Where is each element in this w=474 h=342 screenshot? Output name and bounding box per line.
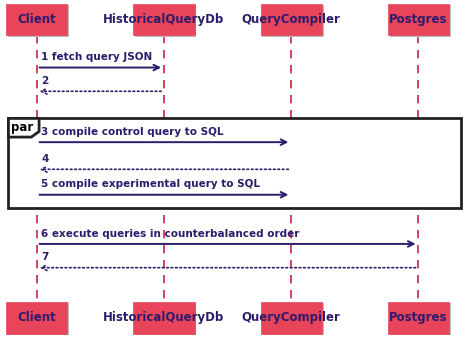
Text: 3 compile control query to SQL: 3 compile control query to SQL bbox=[41, 127, 224, 137]
FancyBboxPatch shape bbox=[8, 5, 69, 37]
Text: 4: 4 bbox=[41, 154, 49, 164]
Text: Client: Client bbox=[18, 13, 56, 26]
FancyBboxPatch shape bbox=[6, 3, 67, 35]
Text: Postgres: Postgres bbox=[389, 312, 447, 325]
FancyBboxPatch shape bbox=[263, 5, 324, 37]
Text: 6 execute queries in counterbalanced order: 6 execute queries in counterbalanced ord… bbox=[41, 228, 300, 238]
Text: QueryCompiler: QueryCompiler bbox=[242, 13, 341, 26]
FancyBboxPatch shape bbox=[133, 302, 195, 334]
FancyBboxPatch shape bbox=[261, 302, 322, 334]
FancyBboxPatch shape bbox=[6, 302, 67, 334]
FancyBboxPatch shape bbox=[261, 3, 322, 35]
Text: HistoricalQueryDb: HistoricalQueryDb bbox=[103, 13, 225, 26]
Text: Client: Client bbox=[18, 312, 56, 325]
Text: Postgres: Postgres bbox=[389, 13, 447, 26]
FancyBboxPatch shape bbox=[388, 3, 449, 35]
Text: 7: 7 bbox=[41, 252, 49, 262]
Text: HistoricalQueryDb: HistoricalQueryDb bbox=[103, 312, 225, 325]
FancyBboxPatch shape bbox=[390, 303, 451, 335]
FancyBboxPatch shape bbox=[263, 303, 324, 335]
FancyBboxPatch shape bbox=[8, 303, 69, 335]
FancyBboxPatch shape bbox=[133, 3, 195, 35]
Text: 1 fetch query JSON: 1 fetch query JSON bbox=[41, 52, 153, 62]
FancyBboxPatch shape bbox=[135, 303, 197, 335]
Text: 2: 2 bbox=[41, 76, 49, 86]
Text: 5 compile experimental query to SQL: 5 compile experimental query to SQL bbox=[41, 179, 260, 189]
Text: QueryCompiler: QueryCompiler bbox=[242, 312, 341, 325]
FancyBboxPatch shape bbox=[390, 5, 451, 37]
Bar bbox=[9, 118, 461, 208]
Polygon shape bbox=[9, 118, 39, 137]
Text: par: par bbox=[11, 121, 33, 134]
FancyBboxPatch shape bbox=[388, 302, 449, 334]
FancyBboxPatch shape bbox=[135, 5, 197, 37]
